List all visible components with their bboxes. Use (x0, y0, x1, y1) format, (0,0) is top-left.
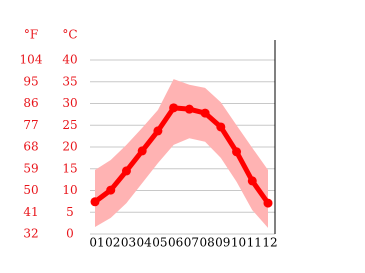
x-tick-label: 03 (121, 236, 136, 250)
y2-tick-label: 32 (23, 227, 38, 241)
range-band (95, 79, 268, 228)
y2-tick-label: 68 (23, 140, 38, 154)
point (90, 197, 100, 207)
point (169, 103, 179, 113)
point (137, 146, 147, 156)
point (263, 198, 273, 208)
y-tick-label: 30 (62, 96, 77, 110)
y2-tick-label: 50 (23, 183, 38, 197)
point (106, 185, 116, 195)
point (232, 147, 242, 157)
x-tick-label: 07 (184, 236, 199, 250)
y2-tick-label: 86 (23, 96, 38, 110)
y2-axis-unit: °F (24, 28, 38, 42)
point (200, 108, 210, 118)
y-tick-label: 40 (62, 53, 77, 67)
x-tick-label: 06 (168, 236, 183, 250)
y2-tick-label: 104 (20, 53, 43, 67)
y-axis-unit: °C (62, 28, 77, 42)
x-tick-label: 11 (247, 236, 262, 250)
x-tick-label: 10 (231, 236, 246, 250)
x-tick-label: 04 (137, 236, 153, 250)
point (247, 176, 257, 186)
y2-tick-label: 59 (23, 161, 38, 175)
point (153, 126, 163, 136)
y2-tick-label: 95 (23, 74, 38, 88)
x-tick-label: 12 (262, 236, 277, 250)
y-tick-label: 25 (62, 118, 77, 132)
y-tick-label: 15 (62, 161, 77, 175)
x-tick-label: 08 (199, 236, 214, 250)
point (184, 104, 194, 114)
point (121, 166, 131, 176)
y-tick-label: 10 (62, 183, 77, 197)
x-tick-label: 01 (89, 236, 104, 250)
y2-tick-label: 77 (23, 118, 38, 132)
y-tick-label: 0 (66, 227, 74, 241)
x-tick-label: 09 (215, 236, 230, 250)
y2-tick-label: 41 (23, 205, 38, 219)
y-tick-label: 5 (66, 205, 74, 219)
y-tick-label: 35 (62, 74, 77, 88)
x-tick-label: 05 (152, 236, 167, 250)
point (216, 122, 226, 132)
x-tick-label: 02 (105, 236, 120, 250)
y-tick-label: 20 (62, 140, 77, 154)
